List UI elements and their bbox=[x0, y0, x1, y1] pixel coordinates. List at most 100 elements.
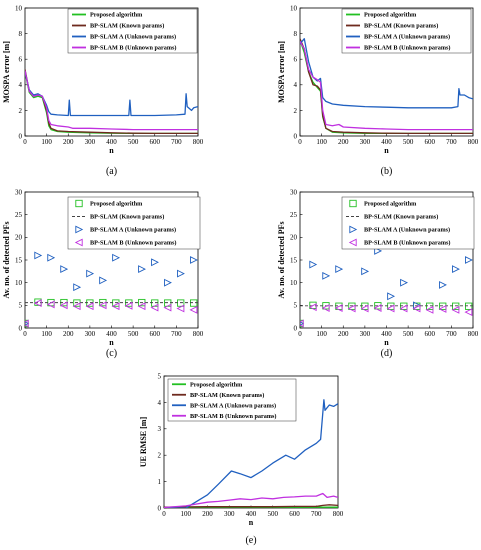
panel-caption-a: (a) bbox=[106, 166, 117, 177]
legend-label-b-3: BP-SLAM A (Unknown params) bbox=[364, 34, 450, 41]
legend-label-d-1: Proposed algorithm bbox=[364, 201, 417, 208]
legend-a: Proposed algorithm BP-SLAM (Known params)… bbox=[67, 8, 198, 54]
y-tick-label-d: 10 bbox=[290, 279, 298, 287]
y-tick-label-b: 10 bbox=[290, 4, 298, 12]
y-tick-label-a: 6 bbox=[19, 56, 23, 64]
y-tick-label-b: 8 bbox=[294, 30, 298, 38]
x-axis-label-c: n bbox=[109, 338, 114, 347]
data-point-d-3 bbox=[452, 265, 460, 273]
data-point-c-3 bbox=[34, 251, 43, 260]
data-point-c-4 bbox=[163, 303, 172, 312]
x-tick-label-b: 500 bbox=[403, 138, 414, 146]
x-axis-label-b: n bbox=[384, 146, 389, 155]
data-point-c-4 bbox=[59, 301, 68, 310]
data-point-c-3 bbox=[164, 278, 172, 287]
data-point-d-3 bbox=[465, 256, 473, 264]
data-point-d-3 bbox=[335, 265, 344, 273]
x-tick-label-b: 300 bbox=[360, 138, 371, 146]
legend-label-b-2: BP-SLAM (Known params) bbox=[364, 23, 438, 30]
data-point-c-4 bbox=[25, 319, 29, 328]
chart-panel-a: 0 100 200 300 400 500 600 700 800 0 2 4 6 8 10 n MOSPA e… bbox=[2, 4, 204, 177]
data-point-c-1 bbox=[177, 299, 185, 307]
data-point-d-4 bbox=[464, 308, 473, 317]
y-tick-label-c: 15 bbox=[15, 256, 23, 264]
y-tick-label-c: 30 bbox=[15, 188, 23, 196]
series-line-b-2 bbox=[300, 38, 473, 135]
legend-label-b-1: Proposed algorithm bbox=[364, 12, 417, 19]
y-tick-label-b: 0 bbox=[294, 132, 298, 140]
x-tick-label-e: 700 bbox=[311, 510, 322, 518]
legend-label-a-4: BP-SLAM B (Unknown params) bbox=[90, 45, 176, 52]
y-tick-label-a: 2 bbox=[19, 107, 23, 115]
series-line-b-4 bbox=[300, 40, 473, 131]
data-point-d-4 bbox=[451, 305, 460, 314]
y-tick-label-d: 15 bbox=[290, 256, 298, 264]
legend-swatch-d-3 bbox=[349, 225, 358, 234]
chart-panel-b: 0 100 200 300 400 500 600 700 800 0 2 4 6 8 10 n MOSPA e… bbox=[277, 4, 479, 177]
y-tick-label-d: 25 bbox=[290, 211, 298, 219]
x-tick-label-e: 600 bbox=[289, 510, 300, 518]
x-tick-label-a: 500 bbox=[128, 138, 139, 146]
data-layer-d bbox=[300, 235, 473, 328]
legend-box-d bbox=[341, 196, 475, 250]
data-point-c-3 bbox=[99, 276, 108, 285]
data-point-c-4 bbox=[72, 302, 81, 311]
legend-box-c bbox=[67, 196, 201, 250]
data-layer-b bbox=[300, 38, 473, 135]
legend-label-e-3: BP-SLAM A (Unknown params) bbox=[190, 402, 276, 409]
panel-caption-e: (e) bbox=[245, 535, 256, 546]
x-tick-label-e: 800 bbox=[333, 510, 344, 518]
data-point-c-4 bbox=[111, 302, 120, 311]
y-tick-label-d: 30 bbox=[290, 188, 298, 196]
x-axis-label-e: n bbox=[249, 518, 254, 527]
x-axis-label-a: n bbox=[109, 146, 114, 155]
legend-label-e-1: Proposed algorithm bbox=[190, 381, 243, 388]
legend-label-a-3: BP-SLAM A (Unknown params) bbox=[90, 34, 176, 41]
x-tick-label-c: 800 bbox=[193, 330, 204, 338]
data-point-d-4 bbox=[308, 303, 317, 312]
x-tick-label-c: 600 bbox=[150, 330, 161, 338]
legend-box-e bbox=[167, 378, 297, 422]
y-axis-label-e: UE RMSE [m] bbox=[139, 417, 148, 468]
panel-caption-b: (b) bbox=[381, 166, 393, 177]
legend-label-a-2: BP-SLAM (Known params) bbox=[90, 23, 164, 30]
y-tick-label-a: 0 bbox=[19, 132, 23, 140]
x-tick-label-d: 600 bbox=[425, 330, 436, 338]
data-point-d-4 bbox=[373, 304, 382, 312]
data-point-d-4 bbox=[300, 319, 304, 328]
x-tick-label-e: 400 bbox=[246, 510, 257, 518]
x-tick-label-a: 800 bbox=[193, 138, 204, 146]
x-tick-label-d: 100 bbox=[316, 330, 327, 338]
y-tick-label-b: 2 bbox=[294, 107, 298, 115]
data-point-d-4 bbox=[360, 304, 369, 313]
data-point-d-4 bbox=[386, 304, 395, 313]
y-tick-label-e: 1 bbox=[158, 478, 162, 486]
x-tick-label-a: 200 bbox=[63, 138, 74, 146]
data-point-c-3 bbox=[177, 269, 185, 278]
data-point-c-3 bbox=[47, 253, 56, 262]
data-point-d-3 bbox=[439, 281, 447, 289]
series-line-a-4 bbox=[25, 70, 198, 131]
data-point-c-1 bbox=[190, 299, 198, 307]
chart-panel-d: 0 100 200 300 400 500 600 700 800 0 5 10 15 20 25 30 n Av… bbox=[277, 188, 479, 359]
y-tick-label-e: 4 bbox=[158, 399, 162, 407]
y-tick-label-a: 4 bbox=[19, 81, 23, 89]
data-layer-a bbox=[25, 69, 198, 135]
x-tick-label-d: 500 bbox=[403, 330, 414, 338]
data-point-c-3 bbox=[73, 283, 82, 292]
legend-swatch-c-1 bbox=[75, 199, 83, 208]
data-point-c-4 bbox=[176, 304, 185, 313]
y-tick-label-c: 10 bbox=[15, 279, 23, 287]
y-tick-label-b: 6 bbox=[294, 56, 298, 64]
x-tick-label-b: 700 bbox=[446, 138, 457, 146]
data-point-d-3 bbox=[361, 267, 370, 276]
data-point-d-4 bbox=[321, 304, 330, 312]
y-tick-label-e: 3 bbox=[158, 425, 162, 433]
data-point-d-4 bbox=[347, 304, 356, 313]
x-tick-label-a: 600 bbox=[150, 138, 161, 146]
x-tick-label-d: 700 bbox=[446, 330, 457, 338]
chart-panel-c: 0 100 200 300 400 500 600 700 800 0 5 10 15 20 25 30 n Av… bbox=[2, 188, 204, 359]
series-line-e-4 bbox=[164, 492, 338, 508]
x-tick-label-b: 0 bbox=[298, 138, 302, 146]
x-tick-label-a: 300 bbox=[85, 138, 96, 146]
